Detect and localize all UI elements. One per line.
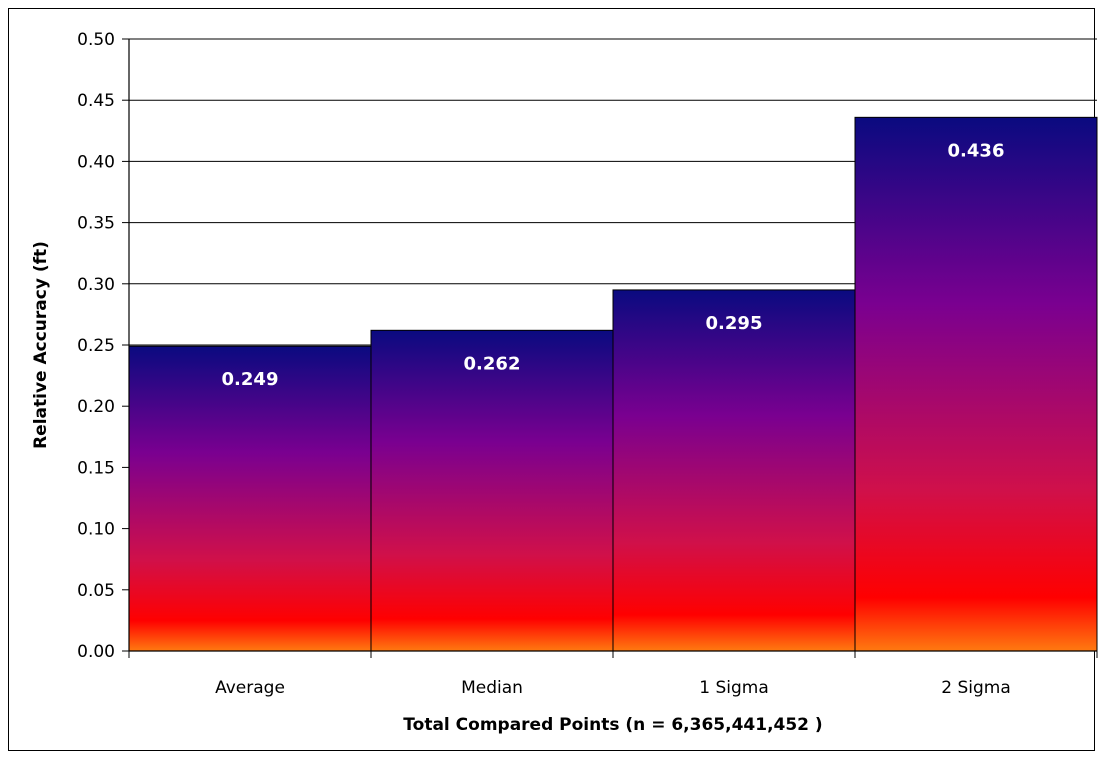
x-tick-labels: Average Median 1 Sigma 2 Sigma [128, 651, 1098, 698]
y-tick-label: 0.50 [77, 30, 115, 50]
y-tick-label: 0.45 [77, 91, 115, 111]
bar [128, 345, 372, 652]
x-tick-label: Median [461, 678, 523, 698]
bars [128, 116, 1098, 652]
y-tick-label: 0.30 [77, 275, 115, 295]
x-axis-title: Total Compared Points (n = 6,365,441,452… [403, 715, 822, 735]
y-tick-label: 0.15 [77, 458, 115, 478]
data-labels: 0.249 0.262 0.295 0.436 [222, 140, 1005, 390]
x-tick-label: 1 Sigma [699, 678, 769, 698]
y-tick-label: 0.40 [77, 152, 115, 172]
bar [612, 289, 856, 652]
y-axis-title: Relative Accuracy (ft) [31, 241, 51, 449]
y-tick-label: 0.05 [77, 581, 115, 601]
y-tick-label: 0.00 [77, 642, 115, 662]
y-tick-label: 0.10 [77, 520, 115, 540]
data-label: 0.436 [948, 140, 1005, 161]
data-label: 0.262 [464, 353, 521, 374]
y-tick-label: 0.35 [77, 214, 115, 234]
bar [854, 116, 1098, 652]
data-label: 0.249 [222, 369, 279, 390]
x-tick-label: 2 Sigma [941, 678, 1011, 698]
data-label: 0.295 [706, 313, 763, 334]
x-tick-label: Average [215, 678, 285, 698]
y-tick-labels: 0.00 0.05 0.10 0.15 0.20 0.25 0.30 0.35 0.40 0.45… [77, 30, 115, 662]
y-tick-label: 0.25 [77, 336, 115, 356]
bar [370, 329, 614, 652]
y-tick-label: 0.20 [77, 397, 115, 417]
